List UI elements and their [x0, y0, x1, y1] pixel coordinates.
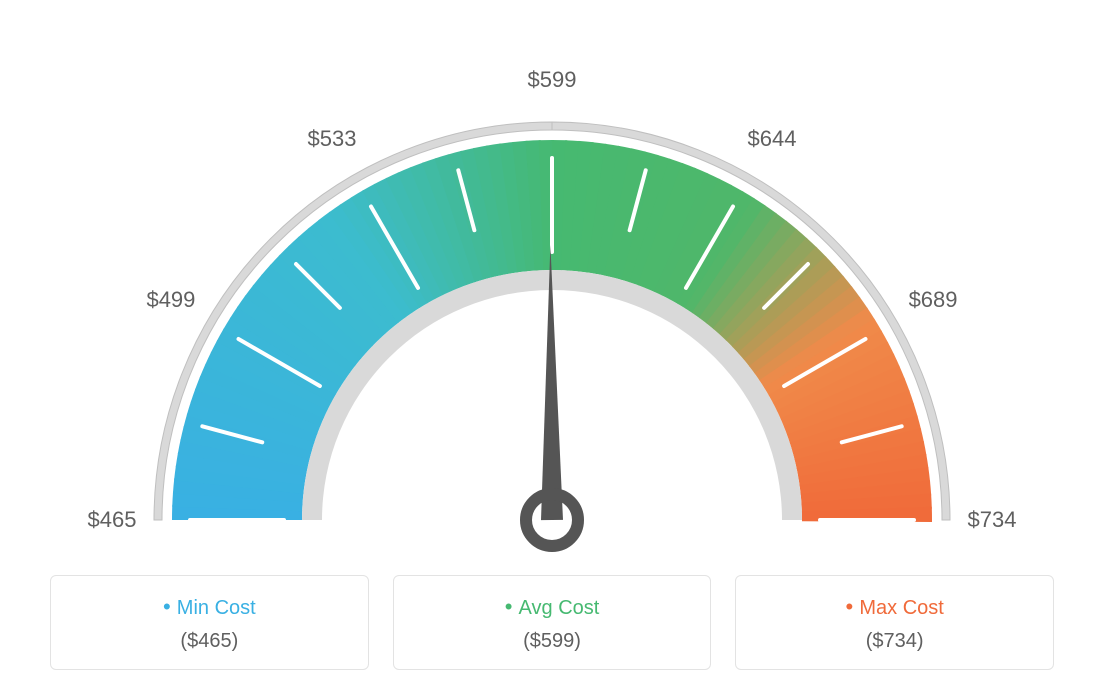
gauge-tick-label: $644: [748, 126, 797, 152]
gauge-area: $465 $499 $533 $599 $644 $689 $734: [0, 0, 1104, 560]
legend-min-value: ($465): [61, 630, 358, 653]
gauge-tick-label: $465: [88, 507, 137, 533]
legend-card-avg: Avg Cost ($599): [393, 575, 712, 670]
gauge-tick-label: $734: [968, 507, 1017, 533]
gauge-tick-label: $533: [308, 126, 357, 152]
legend-max-title: Max Cost: [746, 594, 1043, 620]
gauge-tick-label: $689: [909, 287, 958, 313]
legend-max-value: ($734): [746, 630, 1043, 653]
legend-card-min: Min Cost ($465): [50, 575, 369, 670]
gauge-tick-label: $599: [528, 67, 577, 93]
legend-avg-title: Avg Cost: [404, 594, 701, 620]
legend-avg-value: ($599): [404, 630, 701, 653]
legend-row: Min Cost ($465) Avg Cost ($599) Max Cost…: [0, 575, 1104, 670]
legend-card-max: Max Cost ($734): [735, 575, 1054, 670]
cost-gauge-container: $465 $499 $533 $599 $644 $689 $734 Min Cost ($…: [0, 0, 1104, 690]
gauge-tick-label: $499: [146, 287, 195, 313]
legend-min-title: Min Cost: [61, 594, 358, 620]
